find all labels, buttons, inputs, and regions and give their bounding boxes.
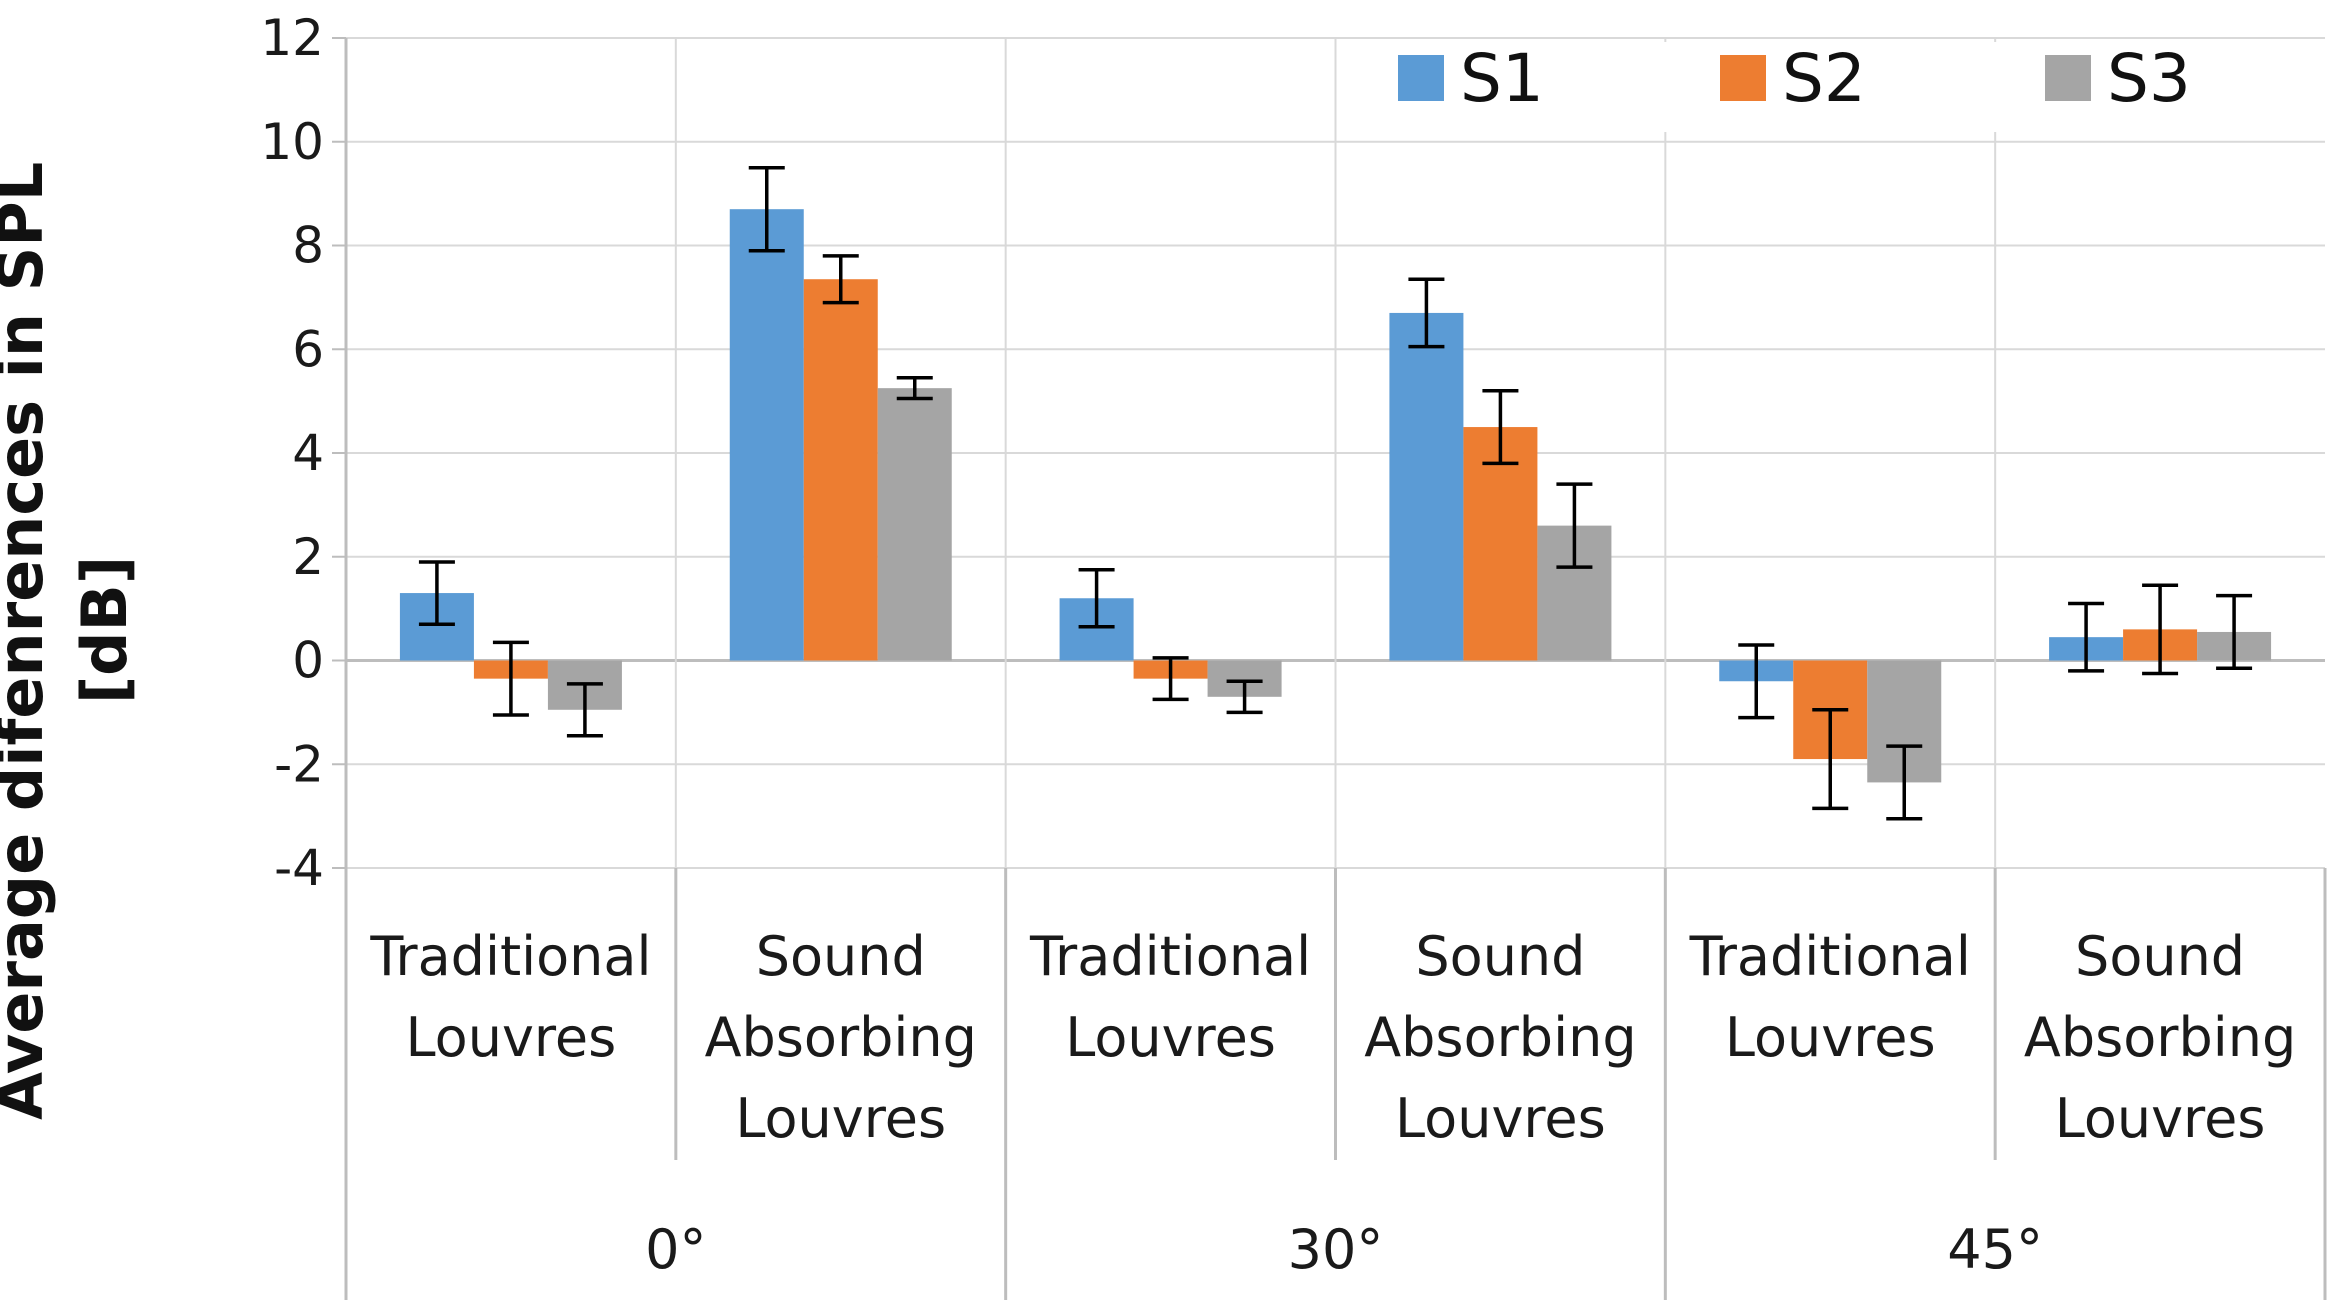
category-label: Sound Absorbing Louvres <box>2024 925 2296 1150</box>
y-axis-label-line-1: Average difenrences in SPL <box>0 162 57 1120</box>
y-tick-label: 0 <box>292 632 324 690</box>
error-bars <box>418 165 2253 821</box>
legend-label-s1: S1 <box>1460 40 1544 117</box>
gridlines <box>346 37 2325 869</box>
y-tick-label: -4 <box>274 839 324 897</box>
bar-s2 <box>803 279 878 661</box>
y-tick-label: 6 <box>292 320 324 378</box>
category-label-line: Sound <box>1415 925 1585 988</box>
category-label: Traditional Louvres <box>369 925 651 1069</box>
category-label-line: Sound <box>756 925 926 988</box>
category-label: Sound Absorbing Louvres <box>1364 925 1636 1150</box>
category-label-line: Louvres <box>735 1087 946 1150</box>
category-label-line: Traditional <box>1029 925 1311 988</box>
y-tick-label: -2 <box>274 735 324 793</box>
y-tick-label: 12 <box>260 9 324 67</box>
bar-s2 <box>1463 427 1538 661</box>
bar-s3 <box>877 388 952 661</box>
legend-swatch-s3 <box>2045 55 2091 101</box>
category-label-line: Absorbing <box>2024 1006 2296 1069</box>
legend-swatch-s2 <box>1720 55 1766 101</box>
category-label-line: Absorbing <box>705 1006 977 1069</box>
legend-label-s3: S3 <box>2107 40 2191 117</box>
category-label-line: Louvres <box>1065 1006 1276 1069</box>
category-label: Traditional Louvres <box>1689 925 1971 1069</box>
legend-swatch-s1 <box>1398 55 1444 101</box>
category-label-line: Traditional <box>1689 925 1971 988</box>
bar-s1 <box>729 209 804 661</box>
category-label: Sound Absorbing Louvres <box>705 925 977 1150</box>
y-tick-label: 2 <box>292 528 324 586</box>
category-label-line: Louvres <box>1725 1006 1936 1069</box>
bar-s1 <box>1389 312 1464 661</box>
category-label-line: Louvres <box>1395 1087 1606 1150</box>
group-label: 45° <box>1947 1218 2043 1281</box>
y-tick-label: 8 <box>292 217 324 275</box>
legend: S1 S2 S3 <box>1385 40 2223 132</box>
category-label-line: Louvres <box>2055 1087 2266 1150</box>
group-label: 0° <box>645 1218 706 1281</box>
group-label: 30° <box>1288 1218 1384 1281</box>
legend-label-s2: S2 <box>1782 40 1866 117</box>
y-axis-label-line-2: [dB] <box>68 556 141 704</box>
category-label: Traditional Louvres <box>1029 925 1311 1069</box>
category-label-line: Traditional <box>369 925 651 988</box>
y-tick-label: 4 <box>292 424 324 482</box>
bars <box>399 209 2272 783</box>
category-label-line: Louvres <box>406 1006 617 1069</box>
y-axis-label: Average difenrences in SPL [dB] <box>0 140 141 1120</box>
axes: -4 -2 0 2 4 6 8 10 12 Traditional Louvres Sound Abso… <box>260 9 2327 1300</box>
y-tick-label: 10 <box>260 113 324 171</box>
category-label-line: Sound <box>2075 925 2245 988</box>
category-label-line: Absorbing <box>1364 1006 1636 1069</box>
